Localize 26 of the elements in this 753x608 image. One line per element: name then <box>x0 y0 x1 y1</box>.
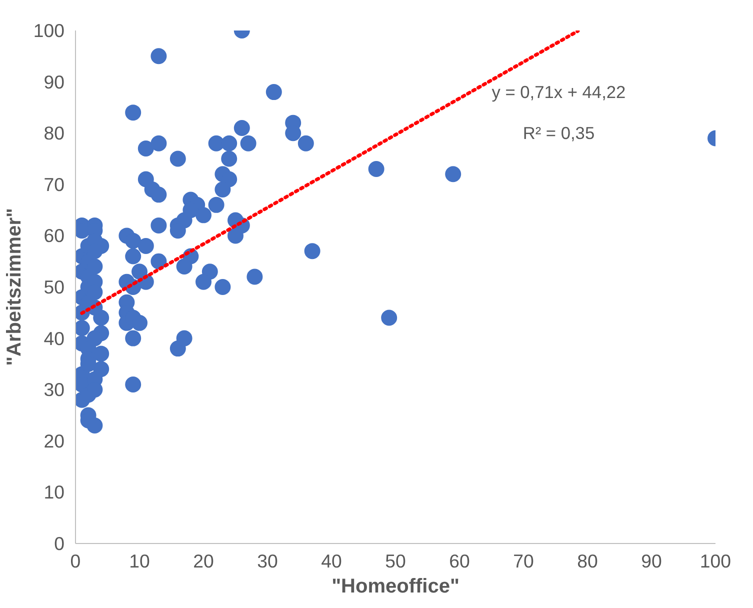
x-tick-label: 10 <box>129 550 150 572</box>
y-tick-label: 30 <box>44 379 65 400</box>
y-tick-label: 0 <box>54 533 65 554</box>
y-tick-label: 60 <box>44 225 65 246</box>
x-tick-label: 30 <box>257 550 278 572</box>
y-tick-label: 10 <box>44 482 65 503</box>
y-tick-label: 20 <box>44 430 65 452</box>
x-tick-label: 100 <box>700 550 732 572</box>
x-tick-label: 50 <box>385 550 406 572</box>
x-axis-title: "Homeoffice" <box>332 576 460 598</box>
annotation: R² = 0,35 <box>522 123 595 144</box>
x-tick-label: 20 <box>193 550 214 572</box>
y-tick-label: 50 <box>44 276 65 298</box>
x-tick-label: 60 <box>449 550 470 572</box>
y-tick-label: 40 <box>44 328 65 349</box>
y-axis-title: "Arbeitszimmer" <box>3 208 26 366</box>
y-tick-label: 70 <box>44 174 65 195</box>
x-tick-label: 80 <box>577 550 598 572</box>
x-tick-label: 90 <box>641 550 662 572</box>
x-tick-label: 40 <box>321 550 342 572</box>
y-tick-label: 100 <box>33 20 65 41</box>
annotation: y = 0,71x + 44,22 <box>492 82 626 102</box>
y-tick-label: 90 <box>44 71 65 92</box>
x-tick-label: 0 <box>70 550 81 572</box>
x-tick-label: 70 <box>513 550 534 572</box>
y-tick-label: 80 <box>44 122 65 144</box>
